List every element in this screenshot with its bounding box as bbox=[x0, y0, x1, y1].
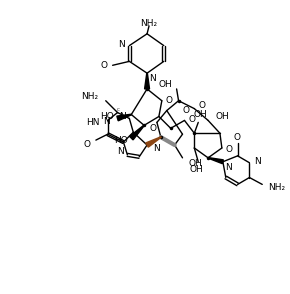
Text: O: O bbox=[182, 106, 189, 115]
Text: N: N bbox=[149, 74, 156, 83]
Text: NH₂: NH₂ bbox=[140, 19, 157, 29]
Text: HN: HN bbox=[86, 118, 100, 127]
Text: O: O bbox=[225, 146, 232, 154]
Polygon shape bbox=[146, 137, 161, 147]
Text: HO: HO bbox=[100, 112, 114, 121]
Text: N: N bbox=[119, 112, 125, 121]
Text: N: N bbox=[225, 163, 232, 172]
Text: C: C bbox=[117, 108, 120, 112]
Text: N: N bbox=[117, 147, 124, 156]
Polygon shape bbox=[130, 125, 144, 140]
Text: O: O bbox=[84, 140, 91, 148]
Text: N: N bbox=[254, 157, 261, 166]
Text: OH: OH bbox=[189, 165, 203, 174]
Text: NH₂: NH₂ bbox=[268, 183, 285, 192]
Text: O: O bbox=[233, 133, 240, 142]
Text: HO: HO bbox=[114, 136, 127, 145]
Text: OH: OH bbox=[216, 112, 230, 121]
Text: O: O bbox=[198, 101, 205, 110]
Text: OH: OH bbox=[193, 110, 207, 119]
Polygon shape bbox=[117, 114, 131, 121]
Text: O: O bbox=[101, 61, 108, 70]
Text: N: N bbox=[103, 117, 110, 126]
Text: OH: OH bbox=[159, 81, 173, 89]
Polygon shape bbox=[208, 158, 223, 164]
Text: OH: OH bbox=[188, 159, 202, 168]
Text: O: O bbox=[188, 115, 195, 124]
Text: O: O bbox=[149, 124, 157, 133]
Polygon shape bbox=[145, 73, 150, 89]
Text: N: N bbox=[118, 40, 124, 49]
Text: N: N bbox=[153, 144, 160, 153]
Text: NH₂: NH₂ bbox=[81, 92, 98, 101]
Text: O: O bbox=[165, 96, 172, 105]
